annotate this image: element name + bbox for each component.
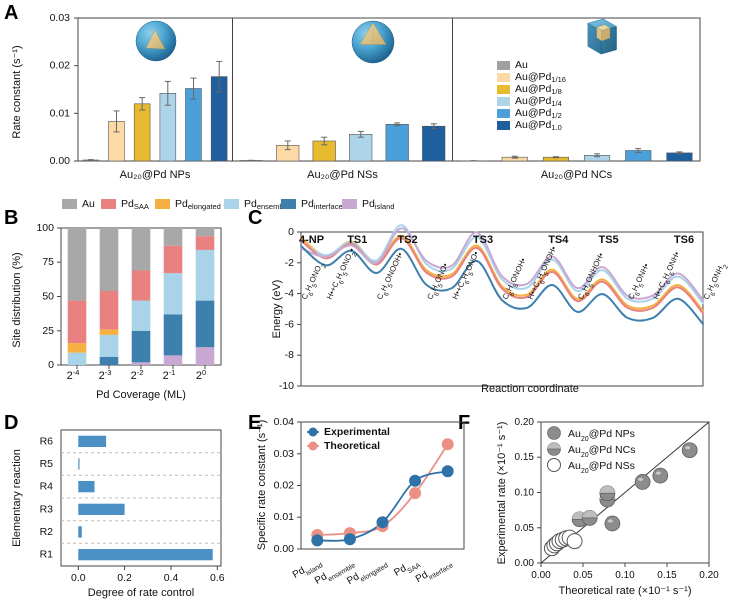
svg-text:0.05: 0.05 [515, 523, 535, 534]
svg-text:0.02: 0.02 [50, 60, 71, 72]
svg-text:Experimental: Experimental [324, 426, 390, 438]
svg-text:R1: R1 [40, 549, 54, 561]
svg-text:0.01: 0.01 [274, 511, 295, 523]
svg-text:R4: R4 [40, 481, 54, 493]
svg-text:Au₂₀@Pd NSs: Au₂₀@Pd NSs [307, 169, 378, 181]
svg-text:0.10: 0.10 [515, 488, 535, 499]
svg-text:0.4: 0.4 [164, 572, 179, 584]
svg-text:Au20@Pd NCs: Au20@Pd NCs [568, 444, 635, 459]
svg-text:Experimental rate (×10⁻¹ s⁻¹): Experimental rate (×10⁻¹ s⁻¹) [496, 422, 508, 565]
svg-text:R2: R2 [40, 526, 54, 538]
svg-text:Au₂₀@Pd NCs: Au₂₀@Pd NCs [541, 169, 613, 181]
svg-text:0.15: 0.15 [515, 452, 535, 463]
svg-text:R6: R6 [40, 435, 54, 447]
svg-text:0.03: 0.03 [50, 12, 71, 24]
svg-text:R3: R3 [40, 503, 54, 515]
svg-text:0.01: 0.01 [50, 107, 71, 119]
svg-text:0.15: 0.15 [657, 570, 677, 581]
svg-text:0.10: 0.10 [615, 570, 635, 581]
svg-text:Elementary reaction: Elementary reaction [11, 449, 23, 547]
svg-text:0.20: 0.20 [699, 570, 719, 581]
svg-text:0.2: 0.2 [117, 572, 132, 584]
svg-text:Pdinterface: Pdinterface [414, 556, 455, 587]
svg-text:Specific rate constant (s⁻¹): Specific rate constant (s⁻¹) [256, 420, 268, 551]
svg-text:Au20@Pd NPs: Au20@Pd NPs [568, 428, 635, 443]
svg-text:0.0: 0.0 [71, 572, 86, 584]
svg-text:0.6: 0.6 [210, 572, 225, 584]
svg-text:Theoretical: Theoretical [324, 440, 380, 452]
svg-text:0.04: 0.04 [274, 416, 295, 428]
svg-text:Degree of rate control: Degree of rate control [88, 587, 194, 599]
svg-text:Pdelongated: Pdelongated [345, 556, 389, 589]
svg-text:R5: R5 [40, 458, 54, 470]
svg-text:Rate constant (s⁻¹): Rate constant (s⁻¹) [11, 45, 23, 138]
svg-text:0.00: 0.00 [50, 155, 71, 167]
svg-text:0.05: 0.05 [573, 570, 593, 581]
svg-text:0.02: 0.02 [274, 480, 295, 492]
svg-text:Au₂₀@Pd NPs: Au₂₀@Pd NPs [120, 169, 191, 181]
svg-text:Theoretical rate (×10⁻¹ s⁻¹): Theoretical rate (×10⁻¹ s⁻¹) [559, 585, 692, 597]
svg-text:0.00: 0.00 [274, 543, 295, 555]
svg-text:0.20: 0.20 [515, 417, 535, 428]
svg-text:0.03: 0.03 [274, 448, 295, 460]
svg-text:Au20@Pd NSs: Au20@Pd NSs [568, 460, 635, 475]
svg-text:0.00: 0.00 [515, 558, 535, 569]
svg-text:0.00: 0.00 [531, 570, 551, 581]
